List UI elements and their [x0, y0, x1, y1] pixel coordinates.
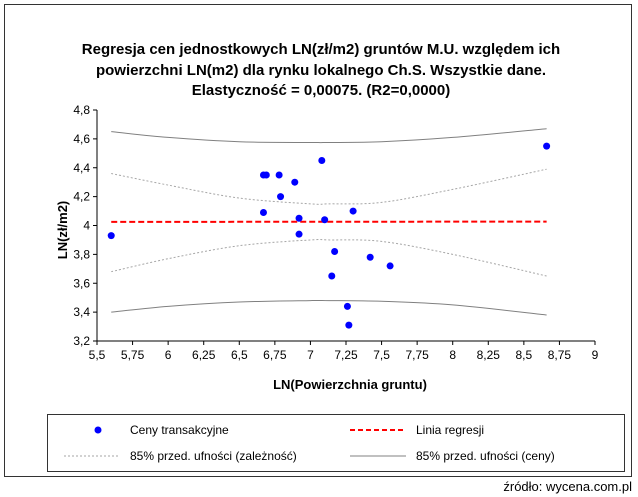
- x-tick-label: 7: [307, 348, 314, 362]
- x-tick-label: 8: [449, 348, 456, 362]
- x-tick-label: 8,25: [477, 348, 501, 362]
- y-tick-label: 4,4: [73, 161, 90, 175]
- legend-item-band-dependence: 85% przed. ufności (zależność): [62, 445, 297, 467]
- data-point: [345, 321, 353, 329]
- chart-title-line-2: powierzchni LN(m2) dla rynku lokalnego C…: [96, 62, 546, 79]
- x-tick-label: 6: [165, 348, 172, 362]
- y-tick-label: 3,2: [73, 334, 90, 348]
- x-axis-label: LN(Powierzchnia gruntu): [273, 377, 427, 392]
- x-tick-label: 6,5: [231, 348, 248, 362]
- data-point: [543, 142, 551, 150]
- y-axis-label: LN(zł/m2): [55, 201, 70, 260]
- x-tick-label: 7,5: [373, 348, 390, 362]
- x-tick-label: 8,75: [548, 348, 572, 362]
- legend-label-band-prices: 85% przed. ufności (ceny): [416, 449, 555, 463]
- legend-label-regression: Linia regresji: [416, 423, 485, 437]
- legend-item-band-prices: 85% przed. ufności (ceny): [348, 445, 555, 467]
- data-point: [366, 253, 374, 261]
- y-tick-label: 4,8: [73, 103, 90, 117]
- legend-symbol-regression: [350, 429, 406, 431]
- y-tick-label: 3,6: [73, 276, 90, 290]
- y-tick-label: 3,4: [73, 305, 90, 319]
- data-point: [386, 262, 394, 270]
- data-point: [277, 193, 285, 201]
- x-tick-label: 9: [592, 348, 599, 362]
- x-tick-label: 6,25: [192, 348, 216, 362]
- legend-symbol-band-dependence: [64, 455, 120, 457]
- x-tick-label: 5,5: [89, 348, 106, 362]
- legend-label-band-dependence: 85% przed. ufności (zależność): [130, 449, 297, 463]
- data-point: [321, 216, 329, 224]
- x-tick-label: 8,5: [516, 348, 533, 362]
- data-point: [349, 207, 357, 215]
- data-point: [291, 178, 299, 186]
- legend-item-regression: Linia regresji: [348, 419, 484, 441]
- y-tick-label: 3,8: [73, 247, 90, 261]
- source-label: źródło: wycena.com.pl: [503, 479, 632, 494]
- data-point: [318, 157, 326, 165]
- band-dependence-upper: [111, 168, 547, 205]
- data-point: [328, 272, 336, 280]
- chart-svg: Regresja cen jednostkowych LN(zł/m2) gru…: [55, 41, 599, 392]
- data-point: [295, 230, 303, 238]
- legend-symbol-points: [94, 426, 102, 434]
- legend-label-points: Ceny transakcyjne: [130, 423, 229, 437]
- band-prices-upper: [111, 128, 547, 144]
- data-point: [295, 214, 303, 222]
- band-prices-lower: [111, 299, 547, 316]
- y-tick-label: 4: [83, 219, 90, 233]
- x-tick-label: 7,25: [334, 348, 358, 362]
- y-tick-label: 4,6: [73, 132, 90, 146]
- data-point: [107, 232, 115, 240]
- chart-title-line-3: Elastyczność = 0,00075. (R2=0,0000): [192, 82, 451, 99]
- x-tick-label: 7,75: [405, 348, 429, 362]
- data-point: [343, 302, 351, 310]
- chart-frame: Regresja cen jednostkowych LN(zł/m2) gru…: [4, 4, 632, 477]
- x-tick-label: 5,75: [121, 348, 145, 362]
- data-point: [262, 171, 270, 179]
- data-point: [275, 171, 283, 179]
- y-tick-label: 4,2: [73, 190, 90, 204]
- legend-symbol-band-prices: [350, 455, 406, 457]
- chart-title-line-1: Regresja cen jednostkowych LN(zł/m2) gru…: [82, 41, 560, 58]
- x-tick-label: 6,75: [263, 348, 287, 362]
- data-point: [259, 209, 267, 217]
- legend-item-points: Ceny transakcyjne: [62, 419, 229, 441]
- data-point: [331, 247, 339, 255]
- band-dependence-lower: [111, 238, 547, 277]
- chart-legend: Ceny transakcyjne Linia regresji 85% prz…: [47, 414, 625, 472]
